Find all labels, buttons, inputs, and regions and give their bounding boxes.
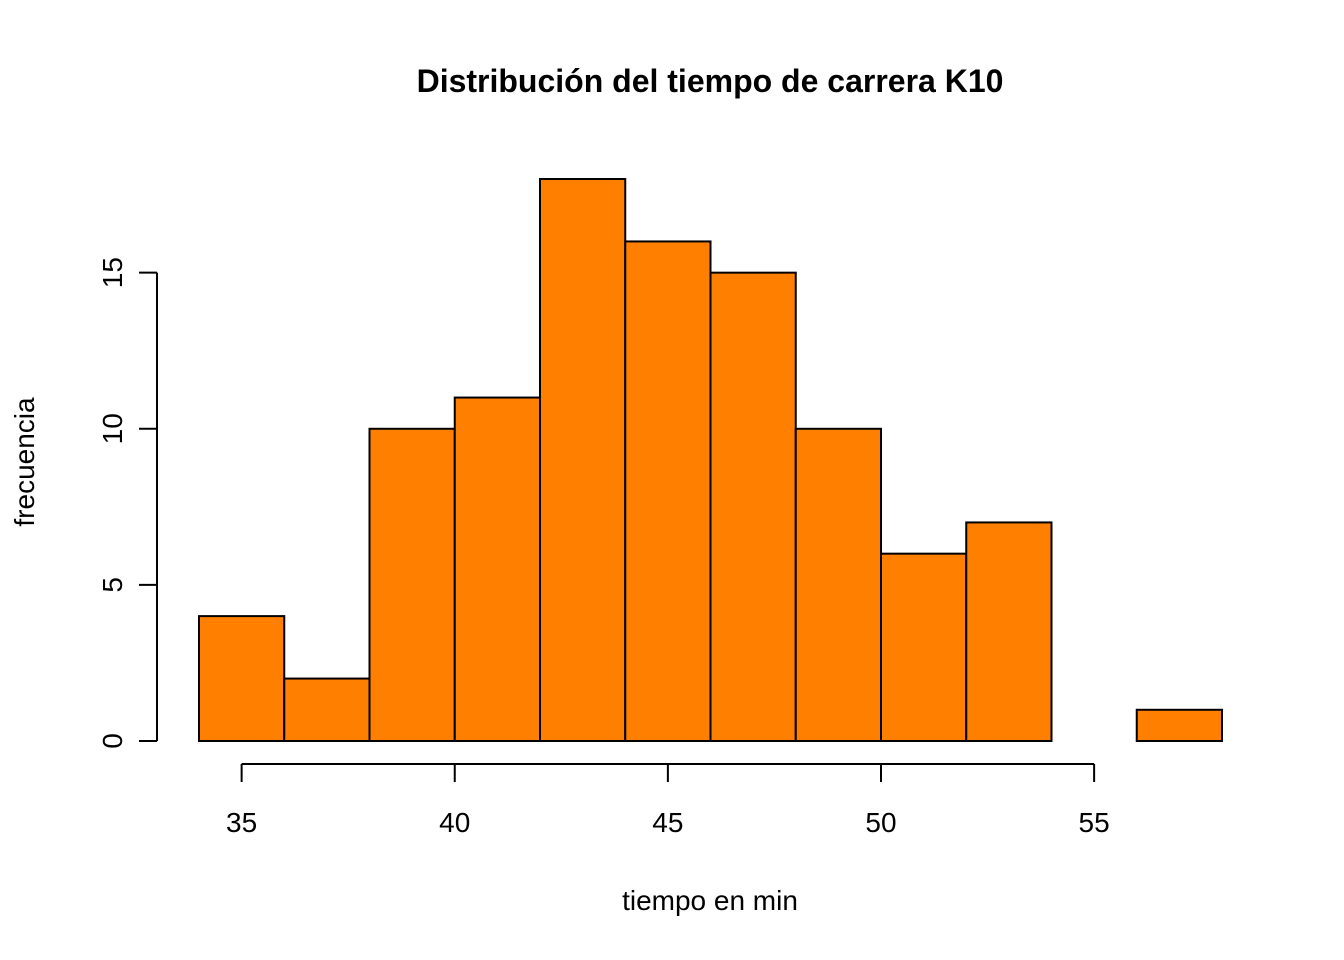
histogram-bar <box>1135 708 1223 742</box>
bars-group <box>198 178 1223 743</box>
x-tick-label: 40 <box>439 807 470 838</box>
y-tick-label: 15 <box>97 257 128 288</box>
histogram-bar <box>283 677 371 742</box>
histogram-bar <box>880 552 968 743</box>
y-axis-label: frecuencia <box>9 397 40 527</box>
x-axis-label: tiempo en min <box>622 885 798 916</box>
y-tick-label: 10 <box>97 413 128 444</box>
x-tick-label: 55 <box>1079 807 1110 838</box>
histogram-bar <box>624 240 712 742</box>
histogram-bar <box>965 521 1053 743</box>
histogram-bar <box>794 427 882 742</box>
y-tick-label: 0 <box>97 733 128 749</box>
histogram-bar <box>453 396 541 742</box>
chart-title: Distribución del tiempo de carrera K10 <box>417 63 1004 99</box>
x-tick-label: 45 <box>652 807 683 838</box>
histogram-bar <box>368 427 456 742</box>
histogram-bar <box>539 178 627 742</box>
y-axis: 0 5 10 15 <box>97 257 158 749</box>
y-tick-label: 5 <box>97 577 128 593</box>
histogram-bar <box>709 271 797 742</box>
x-tick-label: 35 <box>226 807 257 838</box>
histogram-bar <box>198 615 286 742</box>
x-tick-label: 50 <box>865 807 896 838</box>
x-axis: 35 40 45 50 55 <box>226 763 1110 838</box>
